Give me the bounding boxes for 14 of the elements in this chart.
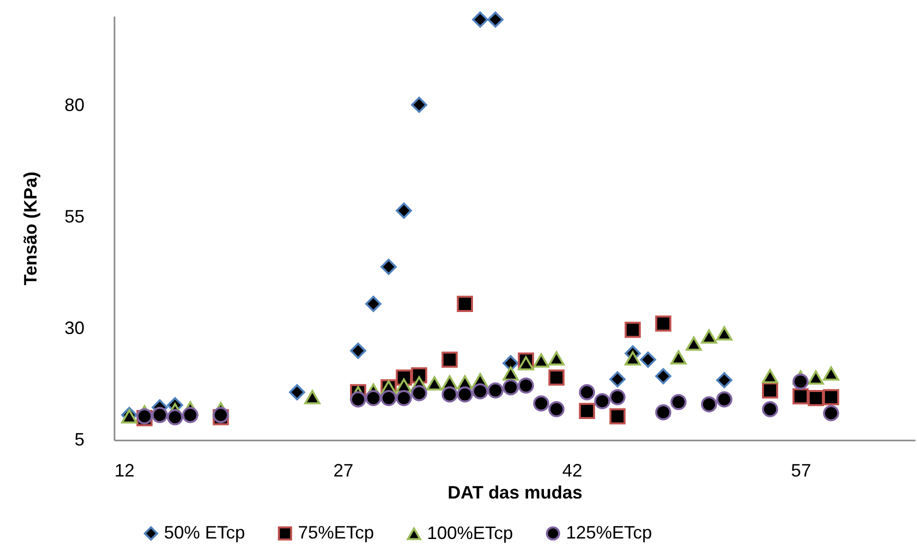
x-tick-label: 42: [562, 460, 582, 480]
x-tick-label: 57: [791, 460, 812, 480]
y-tick-label: 30: [64, 318, 84, 338]
legend-label: 50% ETcp: [164, 522, 246, 542]
legend-label: 75%ETcp: [298, 522, 374, 542]
legend-label: 125%ETcp: [566, 522, 652, 542]
legend-label: 100%ETcp: [427, 522, 514, 543]
y-tick-label: 80: [64, 94, 84, 115]
y-tick-label: 5: [74, 430, 84, 450]
x-tick-label: 12: [114, 460, 135, 480]
y-axis-title: Tensão (KPa): [20, 172, 40, 286]
x-axis-title: DAT das mudas: [448, 482, 582, 502]
y-tick-label: 55: [64, 206, 84, 226]
x-tick-label: 27: [333, 460, 354, 480]
